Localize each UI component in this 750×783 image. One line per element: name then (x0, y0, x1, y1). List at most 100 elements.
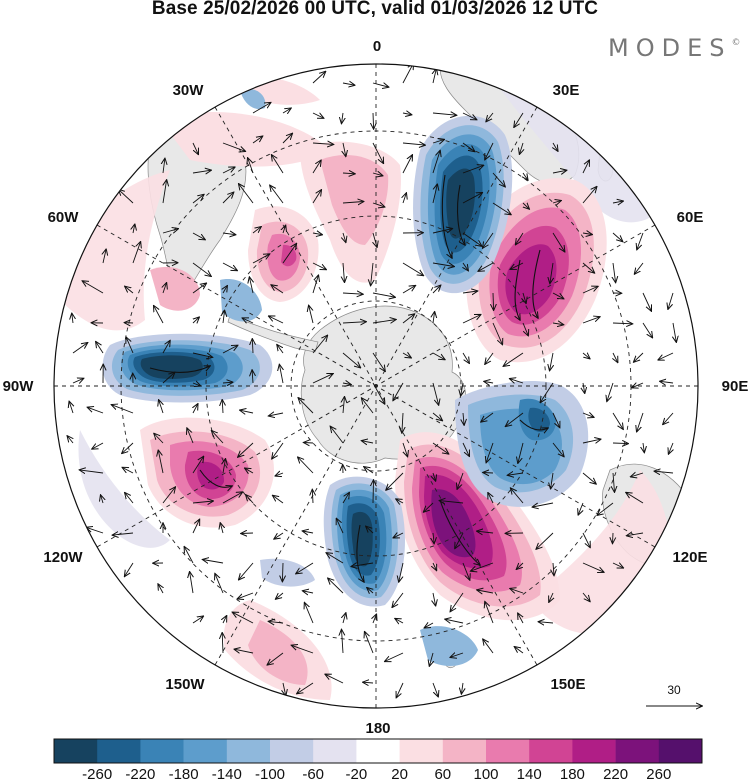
wind-arrow-icon (463, 412, 464, 425)
label-150e: 150E (550, 676, 585, 693)
wind-arrow-icon (478, 262, 494, 271)
wind-arrow-icon (552, 201, 561, 203)
wind-arrow-icon (238, 442, 254, 457)
wind-vectors (67, 64, 676, 698)
colorbar-swatch (529, 739, 573, 763)
wind-arrow-icon (424, 623, 434, 628)
wind-arrow-icon (492, 172, 505, 187)
wind-arrow-icon (396, 499, 404, 503)
wind-arrow-icon (271, 285, 284, 294)
wind-arrow-icon (312, 490, 313, 504)
wind-arrow-icon (158, 450, 164, 474)
wind-arrow-icon (536, 532, 554, 549)
wind-arrow-icon (660, 381, 674, 383)
wind-arrow-icon (462, 352, 469, 363)
wind-arrow-icon (119, 190, 134, 204)
wind-arrow-icon (273, 496, 284, 504)
wind-arrow-icon (514, 112, 524, 127)
wind-arrow-icon (373, 232, 377, 247)
wind-arrow-icon (283, 225, 286, 234)
wind-arrow-icon (483, 473, 494, 474)
wind-arrow-icon (282, 244, 296, 264)
label-180: 180 (365, 720, 390, 737)
wind-arrow-icon (613, 532, 614, 543)
wind-arrow-icon (463, 262, 468, 271)
wind-arrow-icon (212, 431, 224, 444)
wind-arrow-icon (312, 233, 322, 235)
wind-arrow-icon (86, 527, 104, 534)
wind-arrow-icon (612, 563, 623, 568)
wind-arrow-icon (362, 398, 374, 414)
flow-contours (149, 174, 548, 582)
wind-arrow-icon (312, 262, 326, 270)
wind-arrow-icon (215, 574, 224, 594)
colorbar-tick-label: 140 (517, 766, 542, 783)
wind-arrow-icon (239, 562, 254, 580)
wind-arrow-icon (402, 353, 411, 358)
wind-arrow-icon (612, 201, 623, 203)
wind-arrow-icon (192, 501, 213, 503)
wind-arrow-icon (552, 323, 563, 325)
colorbar-tick-label: -220 (125, 766, 155, 783)
wind-arrow-icon (238, 592, 254, 599)
wind-arrow-icon (553, 562, 554, 575)
wind-arrow-icon (516, 232, 524, 245)
label-120w: 120W (43, 549, 83, 566)
wind-arrow-icon (192, 352, 212, 357)
label-90e: 90E (722, 378, 749, 395)
wind-arrow-icon (658, 352, 674, 360)
wind-arrow-icon (305, 603, 314, 624)
wind-arrow-icon (462, 112, 477, 120)
wind-arrow-icon (233, 612, 254, 624)
wind-arrow-icon (69, 402, 73, 414)
wind-arrow-icon (399, 562, 404, 582)
reference-vector: 30 (646, 683, 702, 706)
wind-arrow-icon (582, 262, 594, 273)
wind-arrow-icon (126, 337, 134, 354)
wind-arrow-icon (632, 383, 644, 388)
wind-arrow-icon (192, 283, 206, 294)
wind-arrow-icon (133, 224, 135, 234)
colorbar-tick-label: 180 (560, 766, 585, 783)
wind-arrow-icon (325, 674, 344, 684)
wind-arrow-icon (252, 370, 253, 384)
wind-arrow-icon (342, 322, 366, 323)
label-60w: 60W (48, 209, 80, 226)
wind-arrow-icon (282, 108, 291, 113)
wind-arrow-icon (342, 383, 351, 385)
wind-arrow-icon (162, 487, 175, 504)
wind-arrow-icon (303, 591, 314, 593)
wind-arrow-icon (402, 314, 415, 324)
wind-arrow-icon (343, 142, 346, 156)
meridian-labels: 0 30E 60E 90E 120E 150E 180 150W 120W 90… (3, 38, 749, 737)
wind-arrow-icon (312, 113, 324, 118)
wind-arrow-icon (607, 382, 614, 401)
wind-arrow-icon (613, 352, 618, 362)
wind-arrow-icon (457, 472, 464, 489)
wind-arrow-icon (433, 592, 436, 606)
wind-arrow-icon (351, 563, 374, 567)
wind-arrow-icon (269, 316, 284, 324)
wind-arrow-icon (187, 428, 194, 444)
map-disk (54, 64, 698, 708)
wind-arrow-icon (277, 345, 284, 354)
colorbar-tick-label: 20 (391, 766, 408, 783)
wind-arrow-icon (342, 202, 364, 204)
wind-arrow-icon (552, 170, 567, 173)
wind-arrow-icon (154, 434, 164, 444)
wind-arrow-icon (192, 457, 204, 474)
wind-arrow-icon (433, 472, 436, 481)
wind-arrow-icon (252, 339, 253, 354)
wind-arrow-icon (112, 405, 134, 414)
wind-arrow-icon (518, 613, 523, 624)
wind-arrow-icon (92, 442, 104, 449)
wind-arrow-icon (578, 502, 583, 515)
wind-arrow-icon (462, 291, 478, 293)
wind-arrow-icon (582, 187, 597, 204)
wind-arrow-icon (668, 292, 674, 309)
wind-arrow-icon (223, 616, 227, 624)
wind-arrow-icon (612, 443, 628, 444)
wind-arrow-icon (222, 492, 242, 504)
wind-arrow-icon (582, 353, 590, 359)
wind-arrow-icon (312, 160, 321, 174)
